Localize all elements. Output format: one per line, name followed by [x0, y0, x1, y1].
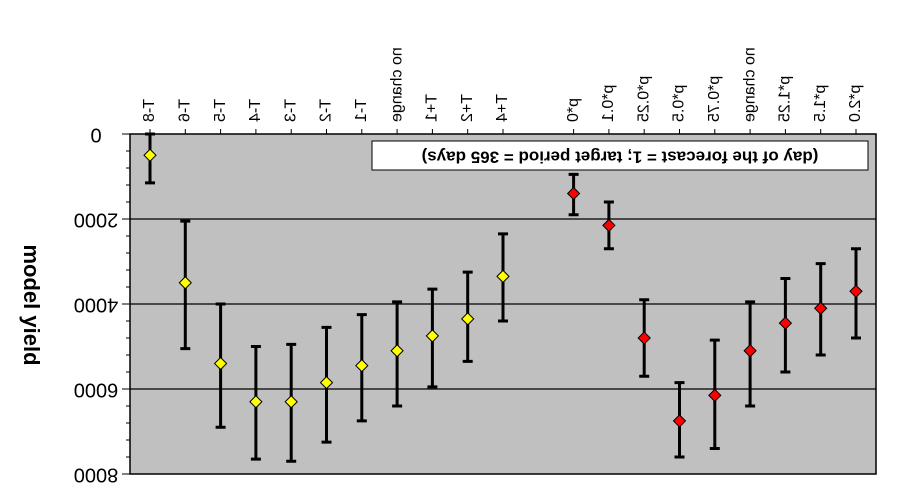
x-tick-label: p*1.5	[812, 85, 829, 122]
y-tick-label: 2000	[74, 209, 119, 231]
data-point-yellow	[178, 276, 193, 290]
x-tick-label: T+2	[459, 94, 476, 122]
x-tick-label: T+4	[494, 94, 511, 122]
data-point-red	[566, 186, 581, 201]
x-tick-label: p*1.25	[777, 76, 794, 122]
data-point-yellow	[143, 148, 157, 162]
data-point-red	[708, 388, 722, 403]
x-tick-label: T-3	[282, 99, 299, 122]
y-tick-label: 6000	[74, 379, 119, 401]
x-tick-label: no change	[388, 47, 405, 122]
annotation-text: (day of the forecast = 1; target period …	[422, 148, 819, 167]
x-tick-label: T-8	[141, 99, 158, 122]
data-point-red	[602, 218, 616, 233]
x-axis-labels: T-8 T-6 T-5 T-4 T-3 T-2 T-1 no change T+1 T+2 T+4 p…	[141, 47, 864, 134]
y-axis: 0 2000 4000 6000 8000	[74, 124, 130, 486]
x-tick-label: T-5	[212, 99, 229, 122]
data-markers	[143, 148, 863, 428]
data-point-yellow	[390, 344, 404, 358]
x-tick-label: p*0.1	[600, 85, 617, 122]
x-tick-label: T-2	[318, 99, 335, 122]
x-tick-label: p*0	[565, 98, 582, 122]
y-axis-label: model yield	[19, 244, 44, 365]
data-point-yellow	[249, 395, 263, 409]
data-point-red	[743, 344, 757, 358]
data-point-yellow	[319, 375, 334, 390]
x-tick-label: p*0.5	[671, 85, 688, 122]
data-point-yellow	[460, 312, 475, 326]
data-point-yellow	[355, 358, 369, 373]
x-tick-label: p*0.75	[706, 76, 723, 122]
x-tick-label: p*0.25	[635, 76, 652, 122]
data-point-yellow	[496, 269, 510, 284]
data-point-yellow	[284, 395, 298, 409]
x-tick-label: no change	[741, 47, 758, 122]
data-point-red	[672, 414, 687, 428]
data-point-yellow	[213, 356, 228, 371]
data-point-red	[849, 284, 863, 298]
y-tick-label: 0	[90, 124, 101, 146]
x-tick-label: T+1	[424, 94, 441, 122]
annotation-box: (day of the forecast = 1; target period …	[371, 140, 869, 171]
y-tick-label: 8000	[74, 464, 119, 486]
x-tick-label: T-6	[177, 99, 194, 122]
data-point-yellow	[425, 329, 440, 343]
x-tick-label: p*2.0	[847, 85, 864, 122]
x-tick-label: T-1	[353, 99, 370, 122]
data-point-red	[778, 316, 793, 330]
x-tick-label: T-4	[247, 99, 264, 122]
y-tick-label: 4000	[74, 294, 119, 316]
data-point-red	[813, 301, 828, 315]
data-point-red	[637, 331, 651, 345]
